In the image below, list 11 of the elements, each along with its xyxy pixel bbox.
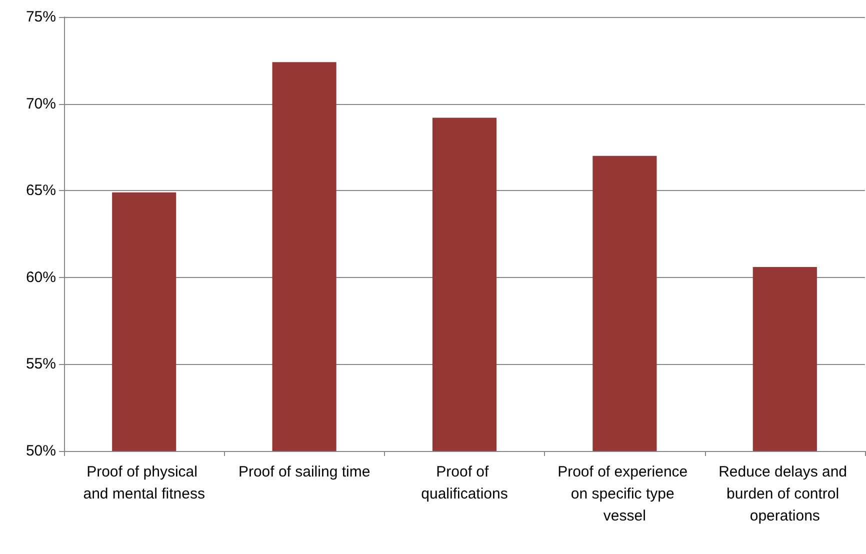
y-tick-label: 50% (26, 442, 56, 460)
y-tick-label: 75% (26, 8, 56, 26)
y-tick-label: 55% (26, 356, 56, 373)
x-tick-label: Proof of physical and mental fitness (83, 464, 205, 502)
y-tick-label: 70% (26, 95, 56, 112)
x-tick-label: Proof of experience on specific type vessel (558, 464, 692, 524)
y-tick-label: 65% (26, 182, 56, 200)
x-tick-label: Proof of sailing time (238, 464, 370, 480)
y-tick-label: 60% (26, 268, 56, 286)
x-tick-label: Proof of qualifications (421, 464, 508, 502)
x-tick-label: Reduce delays and burden of control operations (718, 464, 852, 524)
